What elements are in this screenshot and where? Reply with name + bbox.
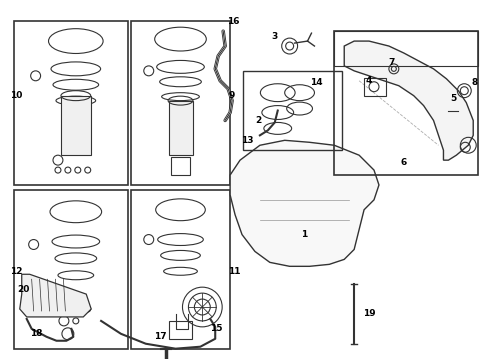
- Bar: [334, 31, 478, 175]
- Text: 11: 11: [228, 267, 240, 276]
- Text: 5: 5: [450, 94, 457, 103]
- Text: 15: 15: [210, 324, 222, 333]
- Text: 16: 16: [227, 17, 239, 26]
- Text: 13: 13: [241, 136, 253, 145]
- Text: 20: 20: [18, 285, 30, 294]
- Text: 1: 1: [301, 230, 308, 239]
- Bar: [169, 321, 193, 339]
- Polygon shape: [344, 41, 473, 160]
- Text: 7: 7: [389, 58, 395, 67]
- Bar: [243, 71, 342, 150]
- Text: 4: 4: [366, 76, 372, 85]
- Text: 18: 18: [30, 329, 43, 338]
- Text: 14: 14: [310, 78, 323, 87]
- Text: 2: 2: [255, 116, 261, 125]
- Bar: [131, 190, 230, 349]
- Text: 6: 6: [401, 158, 407, 167]
- Bar: [169, 100, 194, 155]
- Text: 19: 19: [363, 310, 375, 319]
- Bar: [14, 190, 128, 349]
- Polygon shape: [20, 274, 91, 317]
- Bar: [131, 21, 230, 185]
- Bar: [171, 157, 191, 175]
- Bar: [14, 21, 128, 185]
- Text: 8: 8: [471, 78, 477, 87]
- Text: 3: 3: [271, 32, 278, 41]
- Text: 9: 9: [229, 91, 235, 100]
- Text: 12: 12: [9, 267, 22, 276]
- Polygon shape: [230, 140, 379, 266]
- Text: 10: 10: [10, 91, 22, 100]
- Bar: [364, 78, 386, 96]
- Bar: [334, 31, 478, 66]
- Text: 17: 17: [154, 332, 167, 341]
- Bar: [61, 96, 91, 155]
